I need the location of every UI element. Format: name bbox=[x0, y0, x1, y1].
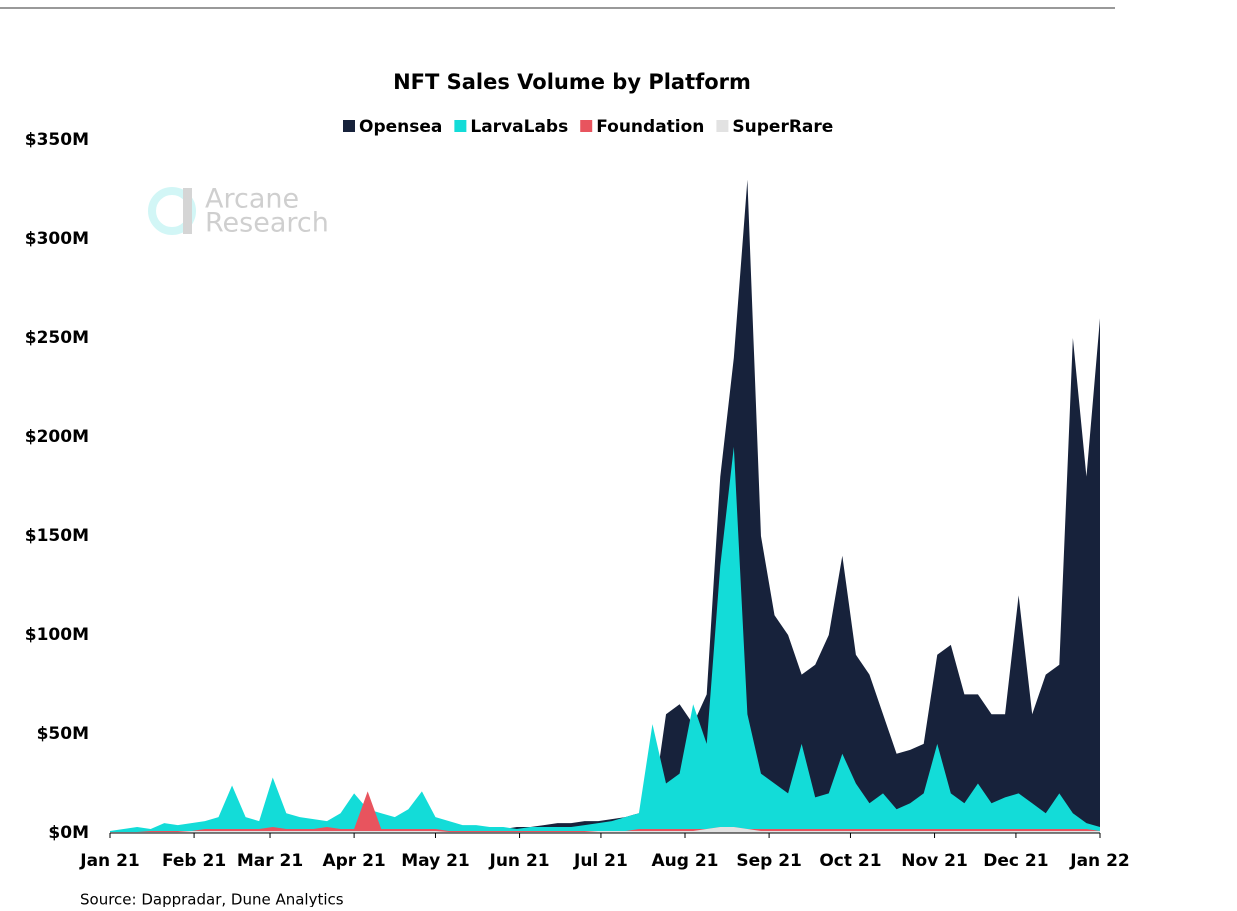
chart-title: NFT Sales Volume by Platform bbox=[393, 70, 751, 94]
watermark: Arcane Research bbox=[148, 184, 329, 239]
x-tick-label: Oct 21 bbox=[819, 851, 881, 871]
area bbox=[110, 179, 1100, 834]
y-tick-label: $150M bbox=[25, 526, 89, 546]
area bbox=[110, 791, 1100, 833]
area bbox=[110, 827, 1100, 833]
y-tick-label: $0M bbox=[48, 823, 89, 843]
watermark-text: Research bbox=[205, 208, 329, 239]
legend-swatch bbox=[580, 120, 593, 132]
x-tick-label: Aug 21 bbox=[652, 851, 719, 871]
x-tick-label: Nov 21 bbox=[901, 851, 968, 871]
legend-label: Foundation bbox=[596, 117, 704, 137]
watermark-text: Arcane bbox=[205, 184, 299, 215]
legend-swatch bbox=[454, 120, 467, 132]
y-tick-label: $50M bbox=[37, 724, 89, 744]
x-tick-label: Jan 22 bbox=[1069, 851, 1129, 871]
source: Source: Dappradar, Dune Analytics bbox=[80, 891, 344, 908]
x-tick-label: Jun 21 bbox=[489, 851, 550, 871]
logo bbox=[148, 187, 196, 235]
y-tick-label: $100M bbox=[25, 625, 89, 645]
legend-label: Opensea bbox=[359, 117, 442, 137]
x-tick-label: Apr 21 bbox=[322, 851, 385, 871]
x-tick-label: May 21 bbox=[401, 851, 470, 871]
y-tick-label: $350M bbox=[25, 130, 89, 150]
x-tick-label: Jul 21 bbox=[573, 851, 628, 871]
x-tick-label: Feb 21 bbox=[162, 851, 226, 871]
legend-swatch bbox=[716, 120, 729, 132]
x-tick-label: Mar 21 bbox=[237, 851, 303, 871]
y-tick-label: $250M bbox=[25, 328, 89, 348]
y-tick-label: $300M bbox=[25, 229, 89, 249]
logo bbox=[183, 188, 192, 234]
y-tick-label: $200M bbox=[25, 427, 89, 447]
legend-label: LarvaLabs bbox=[470, 117, 568, 137]
legend-label: SuperRare bbox=[732, 117, 833, 137]
x-tick-label: Dec 21 bbox=[983, 851, 1048, 871]
legend-swatch bbox=[343, 120, 355, 132]
x-tick-label: Jan 21 bbox=[79, 851, 139, 871]
x-tick-label: Sep 21 bbox=[736, 851, 802, 871]
